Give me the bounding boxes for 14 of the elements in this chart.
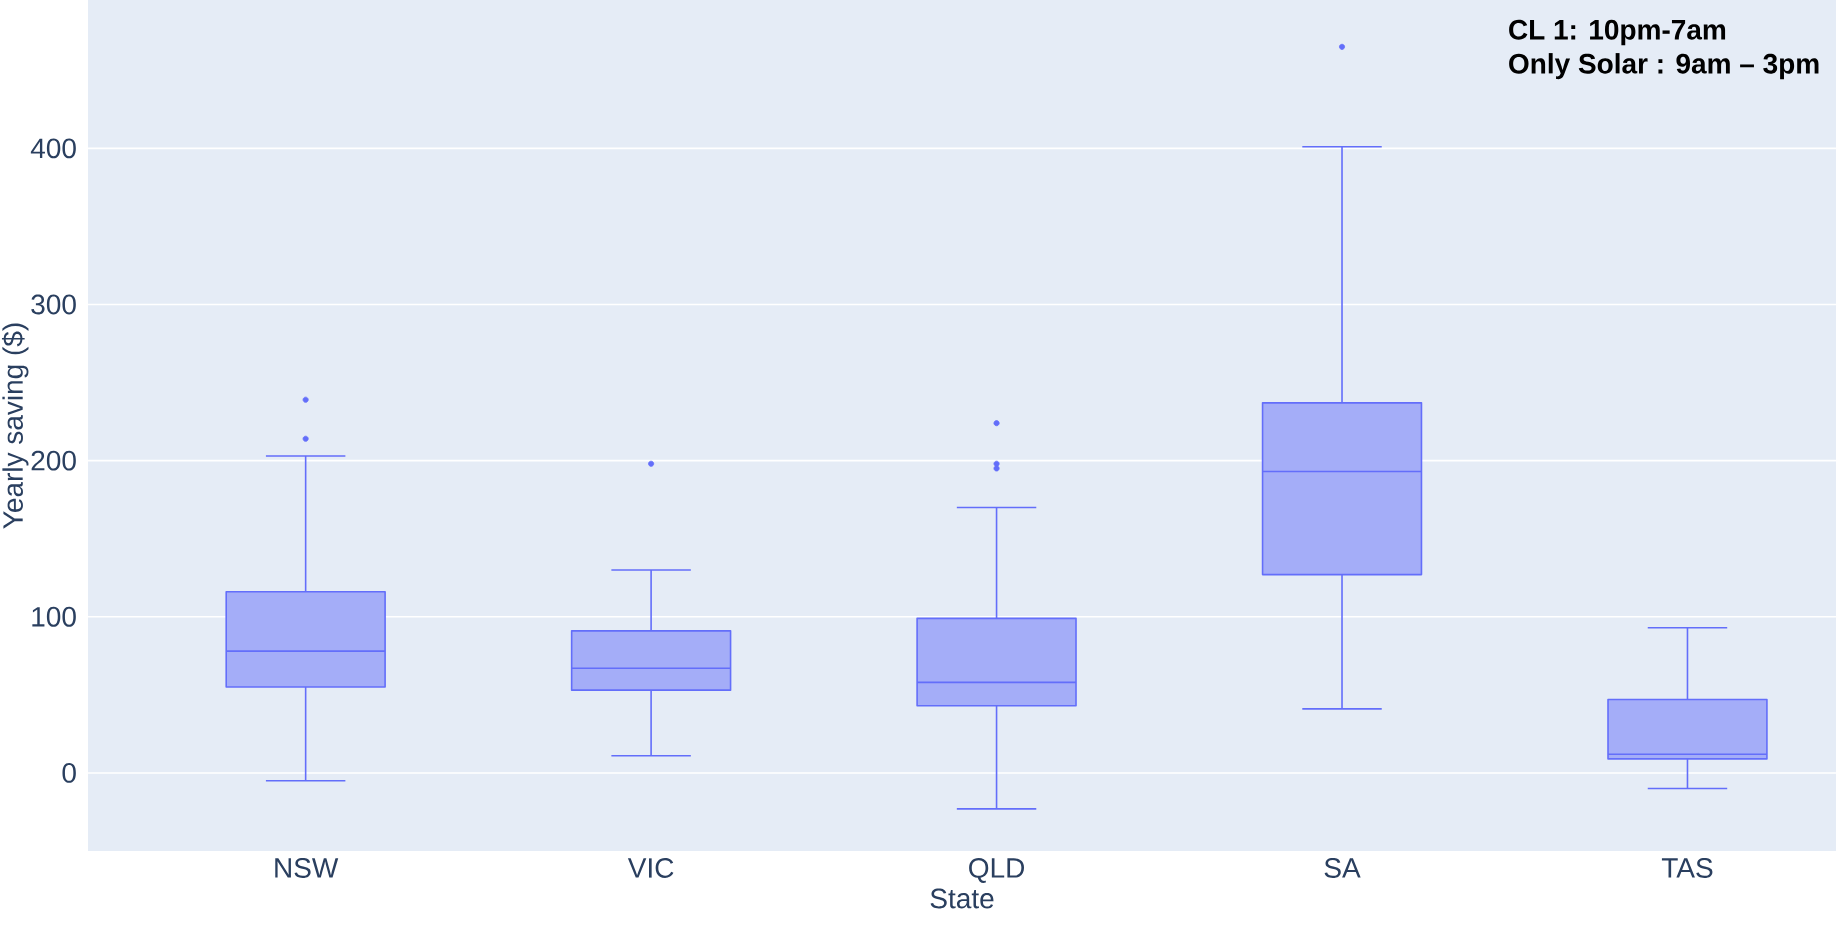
- x-tick-label: TAS: [1661, 858, 1713, 878]
- y-tick-label: 200: [31, 450, 76, 471]
- x-tick-label: SA: [1324, 858, 1361, 878]
- annotation: Only Solar : 9am – 3pm: [1509, 53, 1819, 80]
- y-axis-title: Yearly saving ($): [1, 323, 29, 529]
- y-tick-label: 100: [32, 606, 76, 627]
- y-tick-label: 0: [62, 762, 76, 783]
- annotation: CL 1: 10pm-7am: [1509, 19, 1726, 46]
- y-tick-label: 400: [30, 138, 76, 159]
- x-tick-label: QLD: [969, 858, 1025, 883]
- y-tick-label: 300: [31, 294, 76, 315]
- x-tick-label: VIC: [627, 858, 674, 878]
- x-axis-title: State: [930, 888, 994, 909]
- x-tick-label: NSW: [275, 858, 339, 878]
